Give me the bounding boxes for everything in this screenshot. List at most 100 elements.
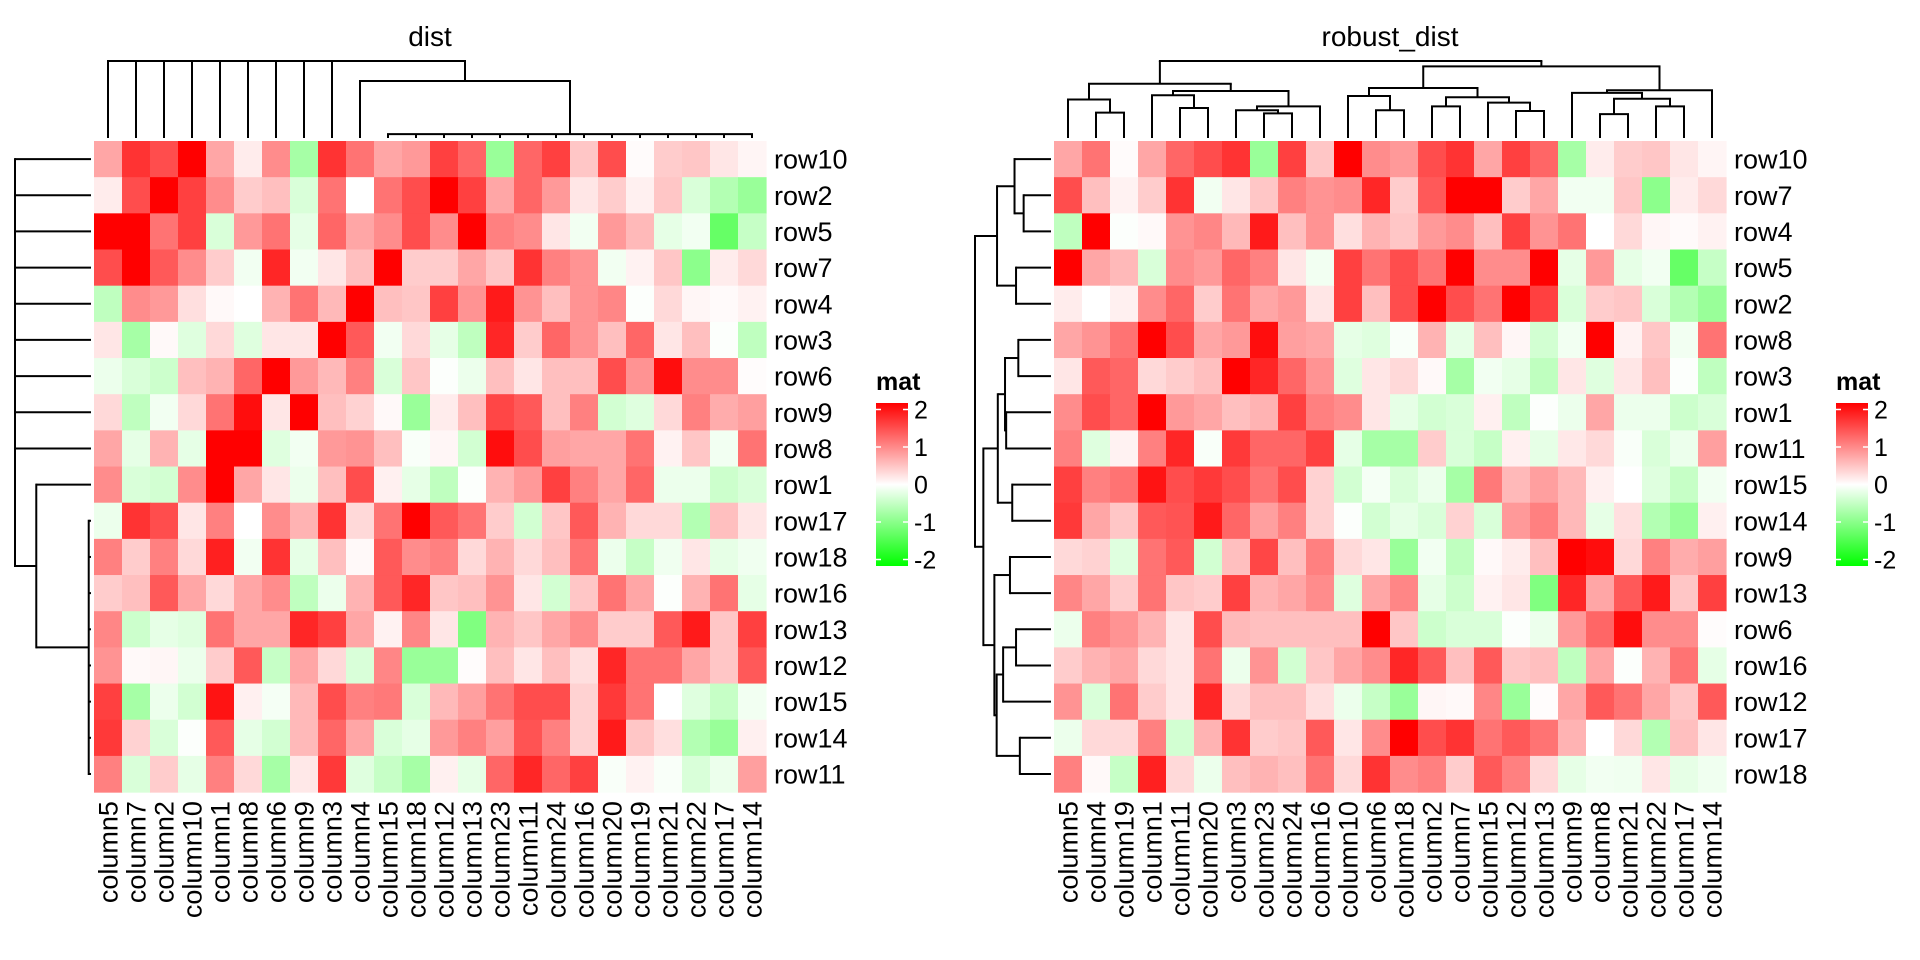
heatmap-cell xyxy=(570,177,599,214)
heatmap-cell xyxy=(710,141,739,178)
heatmap-cell xyxy=(122,575,151,612)
heatmap-cell xyxy=(1250,430,1279,468)
heatmap-cell xyxy=(1390,647,1419,685)
heatmap-cell xyxy=(178,683,207,721)
heatmap-cell xyxy=(206,466,235,504)
heatmap-cell xyxy=(374,611,403,648)
heatmap-cell xyxy=(1054,358,1083,395)
heatmap-cell xyxy=(1194,755,1223,793)
heatmap-cell xyxy=(542,611,571,648)
heatmap-cell xyxy=(1362,177,1391,214)
heatmap-cell xyxy=(1558,249,1587,287)
row-label: row4 xyxy=(1734,217,1793,247)
heatmap-cell xyxy=(1306,611,1335,648)
heatmap-cell xyxy=(122,683,151,721)
heatmap-cell xyxy=(1306,466,1335,504)
heatmap-cell xyxy=(234,177,263,214)
heatmap-cell xyxy=(514,141,543,178)
heatmap-cell xyxy=(318,755,347,793)
heatmap-cell xyxy=(1642,394,1671,431)
column-label: column18 xyxy=(1390,801,1420,918)
heatmap-cell xyxy=(458,285,487,323)
heatmap-cell xyxy=(318,358,347,395)
heatmap-cell xyxy=(1502,430,1531,468)
heatmap-cell xyxy=(402,647,431,685)
heatmap-cell xyxy=(738,213,767,251)
heatmap-cell xyxy=(1502,611,1531,648)
heatmap-cell xyxy=(514,719,543,757)
heatmap-cell xyxy=(682,213,711,251)
heatmap-cell xyxy=(654,466,683,504)
row-label: row1 xyxy=(774,470,833,500)
heatmap-cell xyxy=(1334,755,1363,793)
heatmap-cell xyxy=(1418,575,1447,612)
heatmap-cell xyxy=(1502,249,1531,287)
heatmap-cell xyxy=(542,647,571,685)
heatmap-cell xyxy=(542,502,571,540)
heatmap-cell xyxy=(1586,755,1615,793)
heatmap-cell xyxy=(1334,285,1363,323)
heatmap-cell xyxy=(1698,647,1727,685)
heatmap-cell xyxy=(1558,611,1587,648)
heatmap-cell xyxy=(262,394,291,431)
heatmap-cell xyxy=(1306,249,1335,287)
heatmap-cell xyxy=(654,321,683,359)
heatmap-cell xyxy=(1110,611,1139,648)
column-label: column3 xyxy=(318,801,348,903)
column-label: column17 xyxy=(1670,801,1700,918)
heatmap-cell xyxy=(1110,249,1139,287)
heatmap-cell xyxy=(1642,683,1671,721)
heatmap-cell xyxy=(150,394,179,431)
heatmap-cell xyxy=(542,466,571,504)
heatmap-cell xyxy=(206,755,235,793)
heatmap-cell xyxy=(150,647,179,685)
column-label: column9 xyxy=(1558,801,1588,903)
heatmap-cell xyxy=(486,575,515,612)
heatmap-cell xyxy=(122,502,151,540)
heatmap-cell xyxy=(514,285,543,323)
heatmap-cell xyxy=(1362,285,1391,323)
row-dendrogram xyxy=(14,158,91,775)
heatmap-cell xyxy=(290,466,319,504)
heatmap-cell xyxy=(682,177,711,214)
heatmap-cell xyxy=(402,321,431,359)
heatmap-cell xyxy=(1250,538,1279,576)
row-label: row16 xyxy=(774,579,848,609)
heatmap-cell xyxy=(1334,358,1363,395)
row-label: row8 xyxy=(1734,325,1793,355)
heatmap-cell xyxy=(1586,430,1615,468)
heatmap-cell xyxy=(1054,213,1083,251)
heatmap-cell xyxy=(150,611,179,648)
heatmap-cell xyxy=(1390,249,1419,287)
heatmap-cell xyxy=(1418,502,1447,540)
heatmap-cell xyxy=(1110,394,1139,431)
heatmap-cell xyxy=(1390,213,1419,251)
heatmap-cell xyxy=(150,141,179,178)
column-label: column8 xyxy=(234,801,264,903)
heatmap-cell xyxy=(346,647,375,685)
heatmap-cell xyxy=(710,177,739,214)
heatmap-cell xyxy=(654,575,683,612)
heatmap-cell xyxy=(1054,647,1083,685)
heatmap-cell xyxy=(1166,719,1195,757)
heatmap-cell xyxy=(1502,647,1531,685)
heatmap-cell xyxy=(598,538,627,576)
heatmap-cell xyxy=(290,575,319,612)
heatmap-cell xyxy=(1614,430,1643,468)
heatmap-cell xyxy=(1530,430,1559,468)
heatmap-cell xyxy=(206,611,235,648)
heatmap-cell xyxy=(1558,430,1587,468)
heatmap-cell xyxy=(1082,177,1111,214)
heatmap-cell xyxy=(94,647,123,685)
heatmap-cell xyxy=(1166,683,1195,721)
heatmap-cell xyxy=(262,719,291,757)
heatmap-cell xyxy=(654,177,683,214)
heatmap-cell xyxy=(1334,249,1363,287)
heatmap-cell xyxy=(318,502,347,540)
heatmap-cell xyxy=(710,394,739,431)
heatmap-cell xyxy=(178,575,207,612)
heatmap-cell xyxy=(1614,213,1643,251)
heatmap-cell xyxy=(1082,141,1111,178)
heatmap-cell xyxy=(430,141,459,178)
heatmap-cell xyxy=(542,358,571,395)
